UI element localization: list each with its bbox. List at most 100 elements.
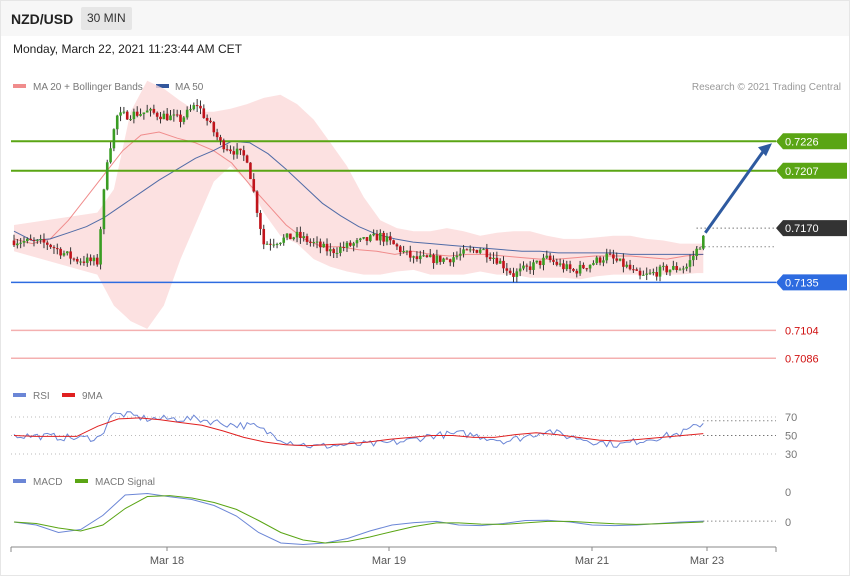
forecast-arrow bbox=[704, 143, 772, 234]
candle bbox=[115, 114, 119, 135]
candle bbox=[125, 110, 129, 120]
candle bbox=[632, 265, 635, 273]
candle bbox=[605, 248, 609, 264]
candle bbox=[435, 249, 439, 265]
candle bbox=[249, 162, 252, 180]
candle bbox=[395, 242, 399, 251]
candle bbox=[685, 263, 688, 272]
candle bbox=[159, 111, 162, 124]
candles bbox=[12, 98, 705, 283]
candle bbox=[342, 241, 345, 252]
candle bbox=[75, 256, 79, 265]
candle bbox=[95, 254, 99, 267]
candle bbox=[359, 237, 362, 242]
candle bbox=[332, 247, 335, 258]
candle bbox=[199, 100, 202, 115]
rsi-line bbox=[13, 411, 704, 449]
legend-ma50-label: MA 50 bbox=[175, 82, 204, 93]
candle bbox=[428, 249, 432, 258]
candle bbox=[225, 144, 229, 152]
candle bbox=[22, 236, 26, 247]
candle bbox=[492, 252, 495, 264]
candle bbox=[305, 233, 309, 245]
legend-rsi-swatch bbox=[13, 393, 26, 397]
candle bbox=[129, 115, 132, 121]
candle bbox=[482, 248, 485, 251]
candle bbox=[518, 263, 522, 277]
level-label: 0.7226 bbox=[785, 136, 819, 148]
candle bbox=[608, 249, 612, 256]
candle bbox=[485, 243, 489, 263]
macd-level-label: 0 bbox=[785, 517, 791, 529]
macd-panel: 00 bbox=[13, 487, 791, 546]
legend-rsi-ma-label: 9MA bbox=[82, 391, 103, 402]
candle bbox=[472, 246, 475, 254]
candle bbox=[572, 268, 575, 273]
candle bbox=[525, 263, 529, 272]
macd-signal-line bbox=[13, 495, 704, 544]
candle bbox=[175, 109, 179, 118]
candle bbox=[242, 145, 246, 162]
level-label: 0.7170 bbox=[785, 223, 819, 235]
candle bbox=[392, 239, 395, 245]
candle bbox=[325, 238, 329, 256]
candle bbox=[49, 243, 52, 249]
candle bbox=[122, 106, 126, 115]
candle bbox=[402, 245, 405, 254]
candle bbox=[438, 255, 442, 265]
candle bbox=[335, 247, 339, 259]
candle bbox=[408, 245, 412, 262]
ma50-line bbox=[13, 140, 704, 255]
legend-macd-label: MACD bbox=[33, 477, 62, 488]
candle bbox=[345, 241, 349, 253]
candle bbox=[99, 226, 102, 270]
level-label: 0.7104 bbox=[785, 325, 819, 337]
candle bbox=[182, 115, 186, 125]
candle bbox=[462, 244, 465, 258]
candle bbox=[32, 237, 36, 247]
candle bbox=[642, 270, 645, 276]
candle bbox=[285, 233, 289, 241]
candle bbox=[82, 255, 86, 266]
candle bbox=[698, 246, 702, 250]
candle bbox=[478, 247, 482, 255]
candle bbox=[578, 260, 582, 276]
candle bbox=[602, 256, 605, 267]
level-label: 0.7086 bbox=[785, 353, 819, 365]
candle bbox=[612, 249, 615, 264]
candle bbox=[179, 110, 182, 128]
candle bbox=[645, 267, 648, 281]
level-labels: 0.7226 0.7207 0.7170 0.7135 0.7104 0.7086 bbox=[776, 133, 847, 365]
candle bbox=[155, 111, 159, 121]
candle bbox=[678, 267, 682, 271]
candle bbox=[132, 108, 136, 124]
candle bbox=[162, 110, 166, 120]
candle bbox=[149, 107, 152, 117]
candle bbox=[215, 128, 219, 141]
x-axis-label: Mar 19 bbox=[372, 555, 406, 567]
rsi-level-label: 70 bbox=[785, 412, 797, 424]
candle bbox=[585, 267, 589, 272]
legend-macd-signal-swatch bbox=[75, 479, 88, 483]
candle bbox=[52, 245, 56, 254]
candle bbox=[388, 231, 392, 245]
candle bbox=[212, 121, 216, 137]
candle bbox=[452, 252, 455, 267]
candle bbox=[139, 108, 142, 117]
candle bbox=[302, 232, 306, 242]
candle bbox=[415, 251, 419, 262]
candle bbox=[362, 237, 365, 240]
rsi-level-label: 50 bbox=[785, 431, 797, 443]
candle bbox=[26, 237, 29, 244]
level-label: 0.7207 bbox=[785, 166, 819, 178]
candle bbox=[495, 251, 499, 265]
candle bbox=[229, 145, 232, 154]
candle bbox=[568, 260, 572, 273]
candle bbox=[142, 112, 146, 120]
candle bbox=[69, 247, 72, 265]
candle bbox=[369, 234, 372, 243]
timeframe-button[interactable]: 30 MIN bbox=[81, 7, 132, 30]
candle bbox=[535, 260, 539, 264]
candle bbox=[625, 261, 629, 269]
candle bbox=[655, 266, 658, 281]
